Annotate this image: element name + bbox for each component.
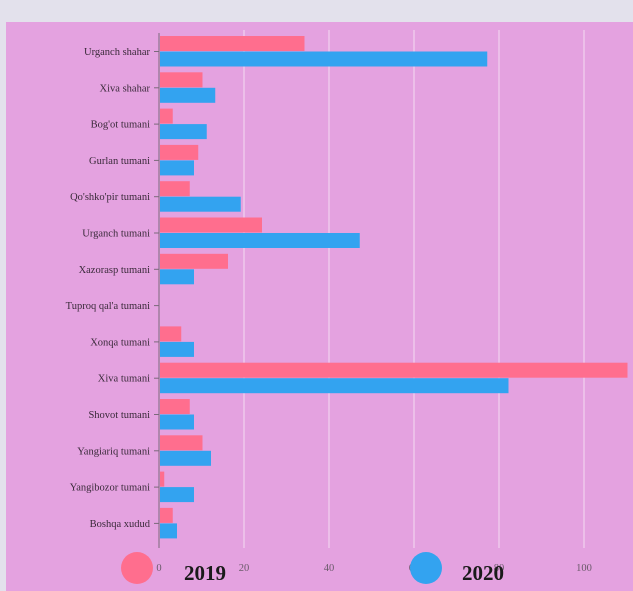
category-label: Boshqa xudud xyxy=(90,519,151,530)
x-tick-label: 80 xyxy=(494,563,505,574)
category-label: Xonqa tumani xyxy=(90,337,150,348)
bars xyxy=(160,36,628,539)
bar-2020-8 xyxy=(160,341,194,357)
category-label: Gurlan tumani xyxy=(89,156,150,167)
category-label: Qo'shko'pir tumani xyxy=(70,192,150,203)
bar-2020-9 xyxy=(160,378,509,394)
category-label: Bog'ot tumani xyxy=(91,120,150,131)
category-label: Xiva shahar xyxy=(100,83,151,94)
category-labels: Urganch shahar Xiva shahar Bog'ot tumani Gu… xyxy=(66,47,151,530)
bar-2019-1 xyxy=(160,72,203,88)
bar-2020-12 xyxy=(160,487,194,503)
bar-2019-0 xyxy=(160,36,305,51)
bar-2020-10 xyxy=(160,414,194,430)
bar-2020-1 xyxy=(160,87,216,103)
x-tick-label: 20 xyxy=(239,563,250,574)
bar-2019-3 xyxy=(160,144,199,160)
bar-2020-0 xyxy=(160,51,488,67)
bar-2019-8 xyxy=(160,326,182,342)
bar-2019-2 xyxy=(160,108,173,124)
bar-2019-9 xyxy=(160,362,628,378)
bar-2020-5 xyxy=(160,233,360,248)
grid-lines xyxy=(243,30,585,548)
bar-2020-3 xyxy=(160,160,194,176)
bar-2019-5 xyxy=(160,217,262,233)
plot-background xyxy=(6,22,633,591)
bar-2020-4 xyxy=(160,196,241,212)
bar-2019-12 xyxy=(160,471,165,487)
category-label: Urganch tumani xyxy=(82,229,150,240)
x-tick-label: 40 xyxy=(324,563,335,574)
bar-2019-10 xyxy=(160,399,190,414)
x-tick-label: 0 xyxy=(156,563,161,574)
category-label: Urganch shahar xyxy=(84,47,150,58)
y-axis-ticks xyxy=(154,51,159,524)
category-label: Yangibozor tumani xyxy=(70,483,150,494)
category-label: Xiva tumani xyxy=(98,374,150,385)
category-label: Yangiariq tumani xyxy=(77,446,150,457)
bar-2019-6 xyxy=(160,253,228,269)
category-label: Xazorasp tumani xyxy=(79,265,151,276)
bar-2020-6 xyxy=(160,269,194,285)
bar-2020-11 xyxy=(160,450,211,466)
bar-2020-13 xyxy=(160,523,177,539)
legend-label-2019: 2019 xyxy=(184,561,226,585)
bar-2019-13 xyxy=(160,507,173,523)
legend-marker-2020 xyxy=(410,552,442,584)
legend-label-2020: 2020 xyxy=(462,561,504,585)
legend: 2019 2020 xyxy=(121,552,504,585)
x-tick-label: 100 xyxy=(576,563,592,574)
category-label: Shovot tumani xyxy=(88,410,150,421)
bar-2020-2 xyxy=(160,124,207,140)
bar-2019-4 xyxy=(160,181,190,197)
category-label: Tuproq qal'a tumani xyxy=(66,301,150,312)
bar-2019-11 xyxy=(160,435,203,451)
legend-marker-2019 xyxy=(121,552,153,584)
